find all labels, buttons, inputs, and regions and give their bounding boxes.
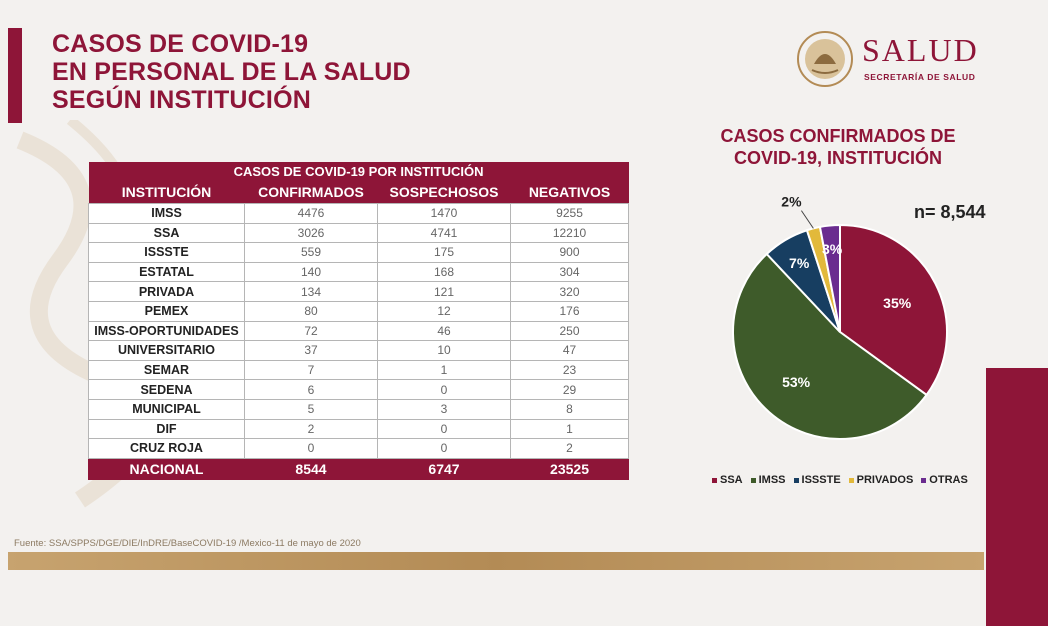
- institution-cell: ESTATAL: [88, 261, 245, 283]
- legend-item-otras: OTRAS: [921, 474, 968, 486]
- source-note: Fuente: SSA/SPPS/DGE/DIE/InDRE/BaseCOVID…: [14, 538, 361, 549]
- value-cell: 900: [509, 242, 630, 263]
- legend-label: OTRAS: [929, 474, 968, 486]
- table-header-row: INSTITUCIÓN CONFIRMADOS SOSPECHOSOS NEGATIV…: [88, 181, 629, 204]
- pie-slice-imss: [732, 252, 928, 440]
- institution-cell: UNIVERSITARIO: [88, 340, 245, 361]
- table-row: SEDENA 6 0 29: [88, 379, 630, 400]
- total-value-cell: 6747: [377, 457, 511, 480]
- table-row: IMSS-OPORTUNIDADES 72 46 250: [88, 320, 630, 342]
- table-total-row: NACIONAL 8544 6747 23525: [88, 457, 630, 480]
- table-row: CRUZ ROJA 0 0 2: [88, 438, 630, 459]
- table-row: PEMEX 80 12 176: [88, 300, 630, 322]
- salud-logo: SALUD SECRETARÍA DE SALUD: [796, 30, 1026, 90]
- table-title: CASOS DE COVID-19 POR INSTITUCIÓN: [88, 162, 629, 181]
- legend-swatch: [848, 477, 854, 483]
- pie-label-otras: 3%: [822, 241, 843, 257]
- logo-subtitle: SECRETARÍA DE SALUD: [864, 72, 976, 82]
- value-cell: 5: [244, 398, 378, 420]
- footer-gold-bar: [8, 552, 984, 570]
- table-row: ISSSTE 559 175 900: [88, 242, 630, 263]
- value-cell: 2: [244, 418, 378, 440]
- institution-cell: DIF: [88, 418, 245, 440]
- institution-cell: SEDENA: [88, 379, 245, 400]
- logo-wordmark: SALUD: [862, 32, 979, 68]
- legend-swatch: [750, 477, 756, 483]
- title-line-3: SEGÚN INSTITUCIÓN: [52, 86, 311, 114]
- legend-item-issste: ISSSTE: [793, 474, 841, 486]
- value-cell: 320: [509, 281, 630, 302]
- legend-item-privados: PRIVADOS: [848, 474, 914, 486]
- column-header: NEGATIVOS: [510, 181, 629, 204]
- institution-cell: ISSSTE: [88, 242, 245, 263]
- chart-title: CASOS CONFIRMADOS DE COVID-19, INSTITUCI…: [720, 126, 956, 168]
- title-line-1: CASOS DE COVID-19: [52, 30, 309, 58]
- legend-swatch: [793, 477, 799, 483]
- legend-item-ssa: SSA: [712, 474, 743, 486]
- total-value-cell: 23525: [509, 457, 630, 480]
- column-header: SOSPECHOSOS: [377, 181, 511, 204]
- legend-label: ISSSTE: [801, 474, 841, 486]
- value-cell: 8: [509, 398, 630, 420]
- legend-swatch: [921, 477, 927, 483]
- value-cell: 1470: [377, 203, 511, 224]
- value-cell: 10: [377, 340, 511, 361]
- table-row: SSA 3026 4741 12210: [88, 222, 630, 244]
- value-cell: 121: [377, 281, 511, 302]
- chart-n-label: n= 8,544: [914, 202, 986, 222]
- value-cell: 0: [377, 418, 511, 440]
- legend-swatch: [712, 477, 717, 483]
- institution-cell: IMSS-OPORTUNIDADES: [88, 320, 245, 342]
- pie-leader-line: [800, 210, 814, 229]
- total-value-cell: 8544: [244, 457, 378, 480]
- legend-label: PRIVADOS: [856, 474, 914, 486]
- value-cell: 1: [509, 418, 630, 440]
- table-row: MUNICIPAL 5 3 8: [88, 398, 630, 420]
- pie-label-privados: 2%: [781, 194, 802, 210]
- pie-slice-otras: [818, 223, 841, 333]
- column-header: CONFIRMADOS: [244, 181, 378, 204]
- legend-item-imss: IMSS: [750, 474, 786, 486]
- coat-of-arms-icon: [797, 31, 853, 87]
- value-cell: 1: [377, 359, 511, 381]
- column-header: INSTITUCIÓN: [88, 181, 245, 204]
- value-cell: 168: [377, 261, 511, 283]
- institution-cell: SSA: [88, 222, 245, 244]
- institution-cell: PEMEX: [88, 300, 245, 322]
- legend-label: IMSS: [758, 474, 786, 486]
- chart-legend: SSA IMSS ISSSTE PRIVADOS OTRAS: [712, 474, 968, 486]
- institution-table: CASOS DE COVID-19 POR INSTITUCIÓN INSTIT…: [88, 162, 630, 480]
- institution-cell: CRUZ ROJA: [88, 438, 245, 459]
- value-cell: 47: [509, 340, 630, 361]
- pie-label-issste: 7%: [789, 255, 810, 271]
- pie-label-ssa: 35%: [883, 295, 912, 311]
- page-title: CASOS DE COVID-19 EN PERSONAL DE LA SALU…: [52, 30, 411, 114]
- right-accent-block: [986, 368, 1048, 626]
- pie-slice-ssa: [839, 223, 948, 397]
- value-cell: 3: [377, 398, 511, 420]
- value-cell: 2: [509, 438, 630, 459]
- value-cell: 72: [244, 320, 378, 342]
- value-cell: 4741: [377, 222, 511, 244]
- value-cell: 12210: [509, 222, 630, 244]
- title-line-2: EN PERSONAL DE LA SALUD: [52, 58, 411, 86]
- title-accent-bar: [8, 28, 22, 123]
- pie-label-imss: 53%: [782, 374, 811, 390]
- value-cell: 304: [509, 261, 630, 283]
- table-row: SEMAR 7 1 23: [88, 359, 630, 381]
- value-cell: 250: [509, 320, 630, 342]
- table-row: DIF 2 0 1: [88, 418, 630, 440]
- legend-label: SSA: [720, 474, 743, 486]
